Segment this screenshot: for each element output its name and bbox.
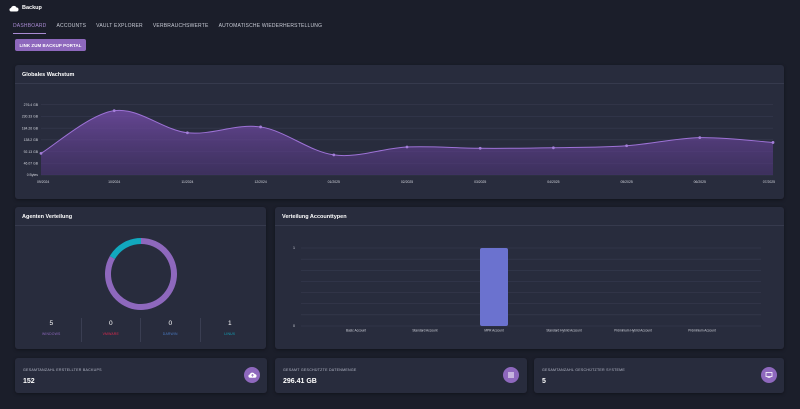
agent-distribution-title: Agenten Verteilung xyxy=(22,214,73,220)
x-tick-label: MPR Account xyxy=(484,329,503,333)
bar-2 xyxy=(480,248,508,326)
monitor-icon xyxy=(761,367,777,383)
y-tick-label: 138.2 GB xyxy=(24,138,39,142)
cloud-upload-icon xyxy=(244,367,260,383)
agent-stat-label: LINUX xyxy=(224,332,236,336)
agent-stat-label: DARWIN xyxy=(162,332,178,336)
growth-point xyxy=(332,153,336,157)
x-tick-label: 06/2025 xyxy=(694,180,706,184)
list-icon xyxy=(503,367,519,383)
x-tick-label: Standard Hybrid Account xyxy=(546,329,581,333)
account-types-card: Verteilung Accounttypen 0 1 Basic Account S… xyxy=(275,207,784,349)
agent-stat-value: 5 xyxy=(49,320,54,327)
agent-distribution-card: Agenten Verteilung 5 WINDOWS 0 VMWARE 0 … xyxy=(15,207,266,349)
y-tick-label: 230.33 GB xyxy=(22,115,39,119)
x-tick-label: Basic Account xyxy=(346,329,366,333)
y-tick-label: 46.07 GB xyxy=(24,161,39,165)
x-tick-label: 07/2025 xyxy=(763,180,775,184)
stat-value: 296.41 GB xyxy=(283,378,317,385)
y-tick-label: 0 xyxy=(293,324,295,328)
x-tick-label: Standard Account xyxy=(412,329,437,333)
tab-verbrauchswerte[interactable]: VERBRAUCHSWERTE xyxy=(152,23,209,29)
y-tick-label: 92.13 GB xyxy=(24,150,39,154)
app-header: Backup xyxy=(0,0,800,16)
growth-point xyxy=(405,145,409,149)
y-tick-label: 184.26 GB xyxy=(22,126,39,130)
card-divider xyxy=(15,225,266,226)
agent-stat-label: VMWARE xyxy=(102,332,119,336)
agent-distribution-donut xyxy=(105,238,177,310)
x-tick-label: Préminium Hybrid Account xyxy=(614,329,652,333)
x-tick-label: 04/2025 xyxy=(547,180,559,184)
agent-stat-value: 1 xyxy=(227,320,232,327)
tab-accounts[interactable]: ACCOUNTS xyxy=(56,23,87,29)
growth-point xyxy=(186,131,189,135)
global-growth-title: Globales Wachstum xyxy=(22,72,75,78)
cloud-icon xyxy=(9,5,19,12)
backup-portal-link-button[interactable]: LINK ZUM BACKUP PORTAL xyxy=(15,39,86,51)
agent-stat-linux: 1 LINUX xyxy=(201,318,260,342)
stat-value: 152 xyxy=(23,378,35,385)
x-tick-label: 03/2025 xyxy=(474,180,486,184)
growth-point xyxy=(698,136,702,140)
growth-point xyxy=(625,144,628,148)
main-tabs: DASHBOARD ACCOUNTS VAULT EXPLORER VERBRA… xyxy=(13,20,332,34)
stat-card-systems: GESAMTANZAHL GESCHÜTZTER SYSTEME 5 xyxy=(534,358,784,393)
growth-point xyxy=(39,151,43,155)
x-tick-label: 09/2024 xyxy=(37,180,49,184)
tab-dashboard[interactable]: DASHBOARD xyxy=(13,20,47,34)
y-tick-label: 0 Bytes xyxy=(27,173,39,177)
card-divider xyxy=(275,225,784,226)
x-tick-label: 01/2025 xyxy=(328,180,340,184)
account-types-chart: 0 1 Basic Account Standard Account MPR Accou… xyxy=(293,246,761,333)
agent-stat-label: WINDOWS xyxy=(41,332,61,336)
x-tick-label: Préminium Account xyxy=(688,329,716,333)
agent-stats: 5 WINDOWS 0 VMWARE 0 DARWIN 1 LINUX xyxy=(22,318,259,342)
tab-vault-explorer[interactable]: VAULT EXPLORER xyxy=(96,23,143,29)
stat-card-backups: GESAMTANZAHL ERSTELLTER BACKUPS 152 xyxy=(15,358,267,393)
agent-stat-darwin: 0 DARWIN xyxy=(141,318,201,342)
agent-stat-windows: 5 WINDOWS xyxy=(22,318,82,342)
donut-slice-linux xyxy=(109,238,142,260)
x-tick-label: 11/2024 xyxy=(181,180,193,184)
growth-point xyxy=(478,146,482,150)
agent-stat-value: 0 xyxy=(168,320,173,327)
x-tick-label: 05/2025 xyxy=(620,180,632,184)
app-title: Backup xyxy=(22,5,42,11)
account-types-title: Verteilung Accounttypen xyxy=(282,214,347,220)
y-tick-label: 276.4 GB xyxy=(24,103,39,107)
stat-value: 5 xyxy=(542,378,546,385)
card-divider xyxy=(15,83,784,84)
agent-stat-vmware: 0 VMWARE xyxy=(82,318,141,342)
x-tick-label: 02/2025 xyxy=(401,180,413,184)
y-tick-label: 1 xyxy=(293,246,295,250)
x-tick-label: 10/2024 xyxy=(108,180,120,184)
growth-point xyxy=(259,125,262,129)
stat-label: GESAMTANZAHL GESCHÜTZTER SYSTEME xyxy=(542,368,626,372)
global-growth-card: 0 Bytes 46.07 GB 92.13 GB 138.2 GB 184.26 GB… xyxy=(15,65,784,199)
stat-label: GESAMT GESCHÜTZTE DATENMENGE xyxy=(283,368,357,372)
growth-line xyxy=(40,109,774,157)
global-growth-chart: 0 Bytes 46.07 GB 92.13 GB 138.2 GB 184.26 GB… xyxy=(22,103,775,184)
donut-slice-windows xyxy=(105,238,177,310)
stat-label: GESAMTANZAHL ERSTELLTER BACKUPS xyxy=(23,368,102,372)
growth-point xyxy=(552,146,555,150)
x-tick-label: 12/2024 xyxy=(254,180,266,184)
growth-point xyxy=(771,141,775,144)
stat-card-data-volume: GESAMT GESCHÜTZTE DATENMENGE 296.41 GB xyxy=(275,358,527,393)
growth-area xyxy=(41,110,773,175)
agent-stat-value: 0 xyxy=(108,320,113,327)
tab-automatische-wiederherstellung[interactable]: AUTOMATISCHE WIEDERHERSTELLUNG xyxy=(218,23,323,29)
growth-point xyxy=(112,109,116,113)
